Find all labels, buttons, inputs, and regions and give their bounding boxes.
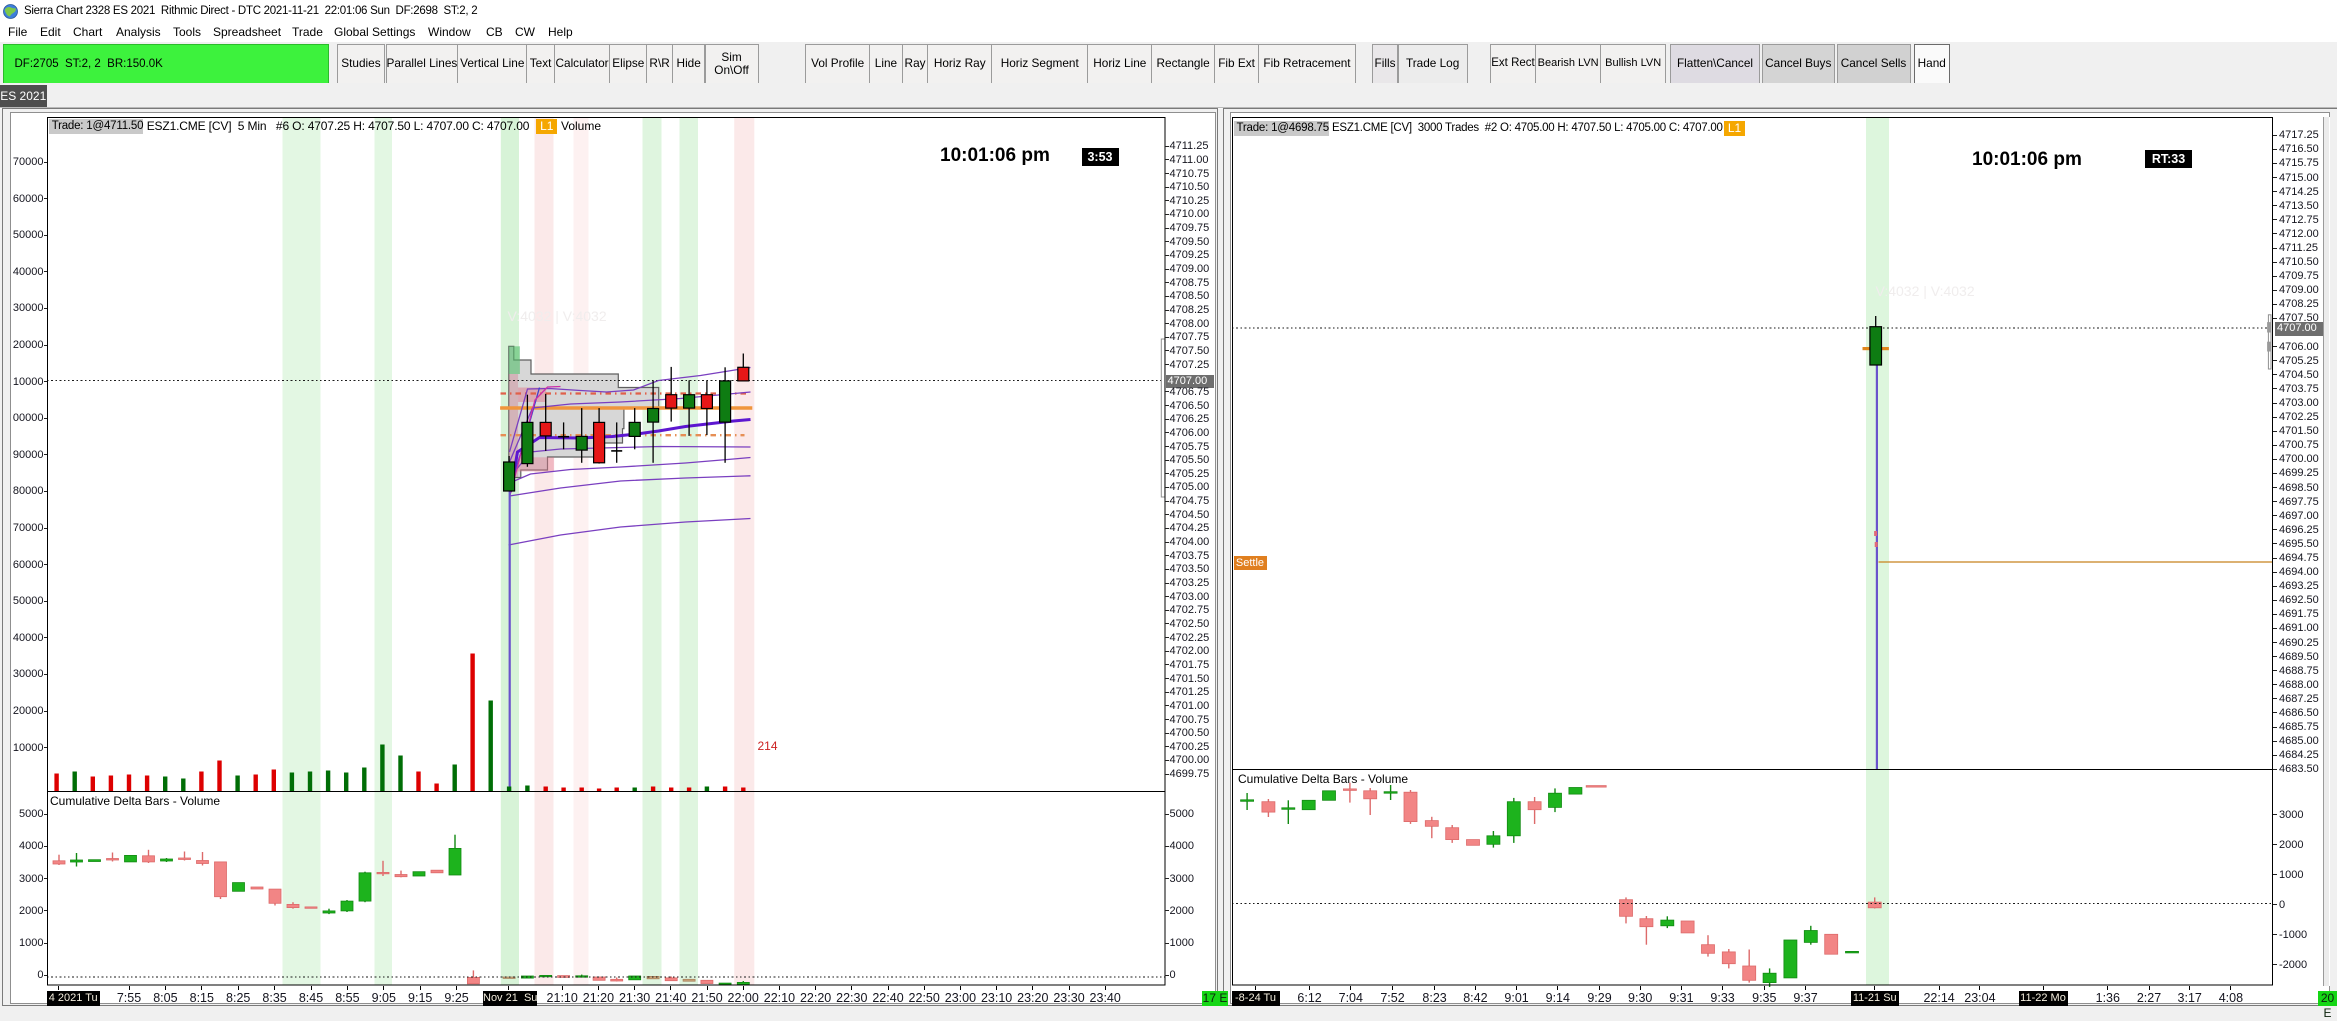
svg-text:V:4032 | V:4032: V:4032 | V:4032: [1875, 283, 1974, 299]
svg-text:214: 214: [757, 739, 777, 753]
svg-text:V:4032 | V:4032: V:4032 | V:4032: [507, 308, 606, 324]
